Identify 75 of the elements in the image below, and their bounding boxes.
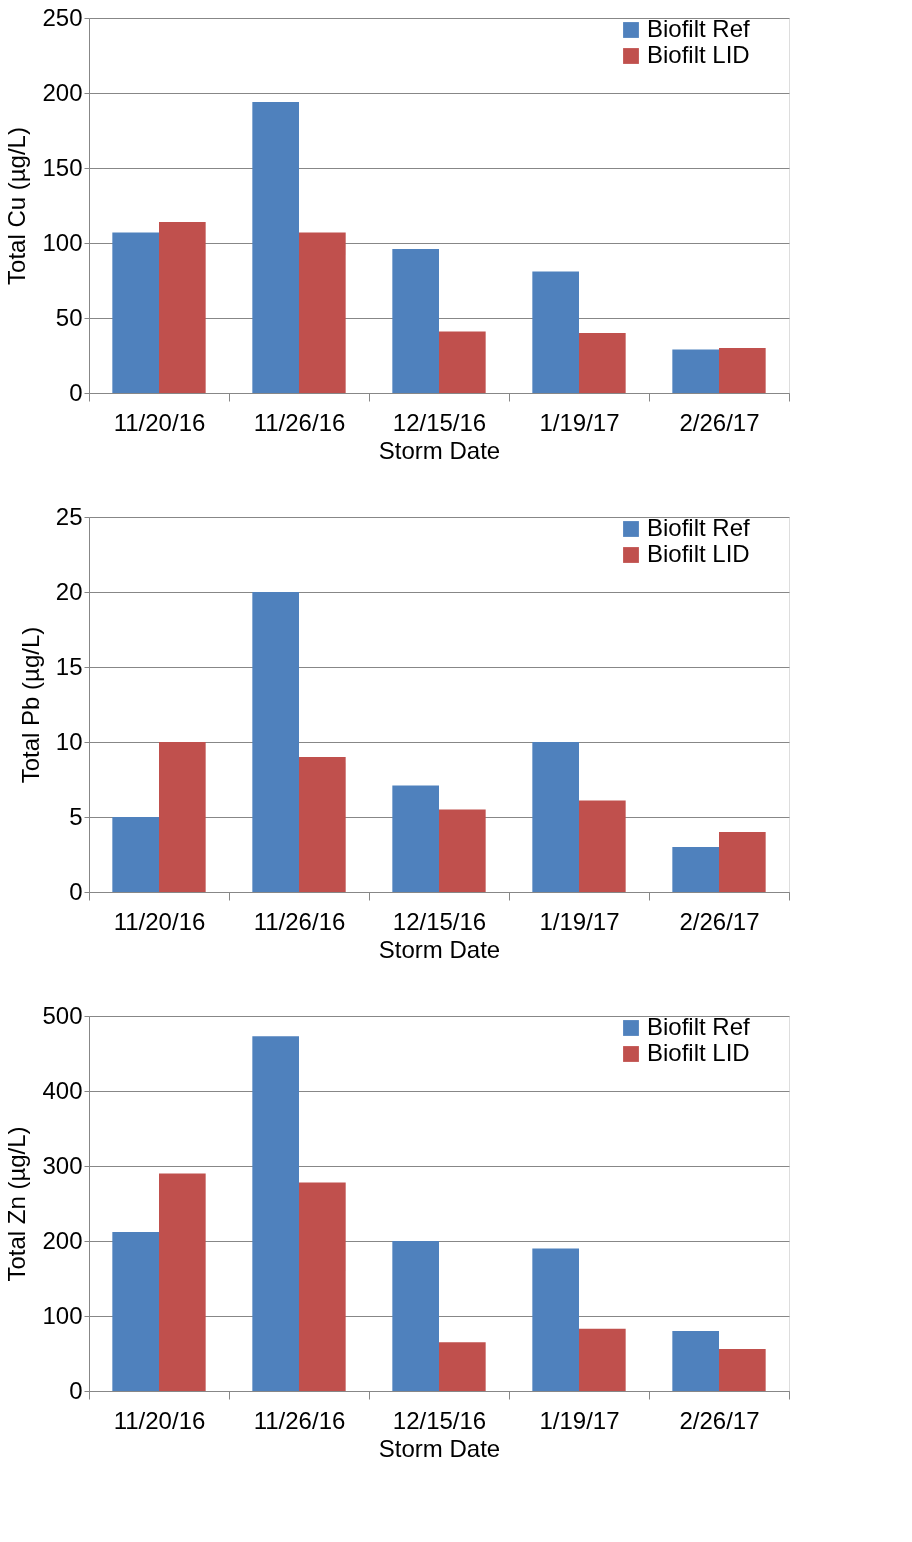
- bar: [719, 1349, 766, 1391]
- bar: [159, 742, 206, 892]
- bar: [672, 847, 719, 892]
- bar: [159, 1173, 206, 1391]
- legend-label: Biofilt LID: [647, 1039, 750, 1066]
- y-tick-label: 150: [42, 153, 83, 181]
- x-tick-label: 1/19/17: [539, 907, 620, 935]
- legend-label: Biofilt Ref: [647, 514, 751, 541]
- bar: [579, 1328, 626, 1391]
- bar: [299, 757, 346, 892]
- bar: [252, 102, 299, 393]
- bar: [719, 348, 766, 393]
- y-tick-label: 10: [55, 727, 83, 755]
- bar: [299, 232, 346, 393]
- bar: [532, 742, 579, 892]
- bar: [579, 333, 626, 393]
- y-axis-title: Total Cu (µg/L): [3, 127, 31, 285]
- bar: [439, 331, 486, 393]
- bar: [112, 232, 159, 393]
- y-tick-label: 500: [42, 1001, 83, 1029]
- bar: [112, 1232, 159, 1391]
- x-tick-label: 11/20/16: [113, 1406, 206, 1434]
- y-tick-label: 300: [42, 1151, 83, 1179]
- y-tick-label: 200: [42, 78, 83, 106]
- bar: [252, 1036, 299, 1391]
- bar: [392, 1241, 439, 1391]
- y-tick-label: 0: [69, 877, 83, 905]
- legend-label: Biofilt Ref: [647, 1013, 751, 1040]
- x-tick-label: 11/26/16: [253, 907, 346, 935]
- y-tick-label: 0: [69, 1376, 83, 1404]
- bar: [719, 832, 766, 892]
- y-axis-title: Total Pb (µg/L): [16, 626, 44, 784]
- x-tick-label: 1/19/17: [539, 408, 620, 436]
- y-tick-label: 400: [42, 1076, 83, 1104]
- y-tick-label: 50: [55, 303, 83, 331]
- x-tick-label: 12/15/16: [392, 1406, 487, 1434]
- bar: [299, 1182, 346, 1391]
- y-tick-label: 0: [69, 378, 83, 406]
- x-tick-label: 12/15/16: [392, 907, 487, 935]
- x-tick-label: 11/26/16: [253, 1406, 346, 1434]
- bar: [392, 785, 439, 892]
- y-tick-label: 25: [55, 502, 83, 530]
- x-tick-label: 11/20/16: [113, 907, 206, 935]
- y-tick-label: 250: [42, 3, 83, 31]
- x-tick-label: 11/20/16: [113, 408, 206, 436]
- bar: [532, 1248, 579, 1391]
- x-tick-label: 12/15/16: [392, 408, 487, 436]
- x-tick-label: 2/26/17: [679, 408, 760, 436]
- bar: [392, 249, 439, 393]
- x-tick-label: 2/26/17: [679, 907, 760, 935]
- y-axis-title: Total Zn (µg/L): [3, 1126, 31, 1282]
- bar: [532, 271, 579, 393]
- bar: [112, 817, 159, 892]
- x-axis-title: Storm Date: [378, 935, 501, 963]
- y-tick-label: 5: [69, 802, 83, 830]
- y-tick-label: 15: [55, 652, 83, 680]
- bar: [439, 1342, 486, 1391]
- y-tick-label: 100: [42, 1301, 83, 1329]
- x-axis-title: Storm Date: [378, 1434, 501, 1462]
- bar: [672, 349, 719, 393]
- x-axis-title: Storm Date: [378, 436, 501, 464]
- x-tick-label: 1/19/17: [539, 1406, 620, 1434]
- legend-label: Biofilt LID: [647, 540, 750, 567]
- y-tick-label: 200: [42, 1226, 83, 1254]
- bar: [439, 809, 486, 892]
- x-tick-label: 2/26/17: [679, 1406, 760, 1434]
- legend-label: Biofilt Ref: [647, 15, 751, 42]
- legend-label: Biofilt LID: [647, 41, 750, 68]
- bar: [672, 1331, 719, 1391]
- bar: [252, 592, 299, 892]
- bar: [159, 222, 206, 393]
- x-tick-label: 11/26/16: [253, 408, 346, 436]
- bar: [579, 800, 626, 892]
- y-tick-label: 20: [55, 577, 83, 605]
- y-tick-label: 100: [42, 228, 83, 256]
